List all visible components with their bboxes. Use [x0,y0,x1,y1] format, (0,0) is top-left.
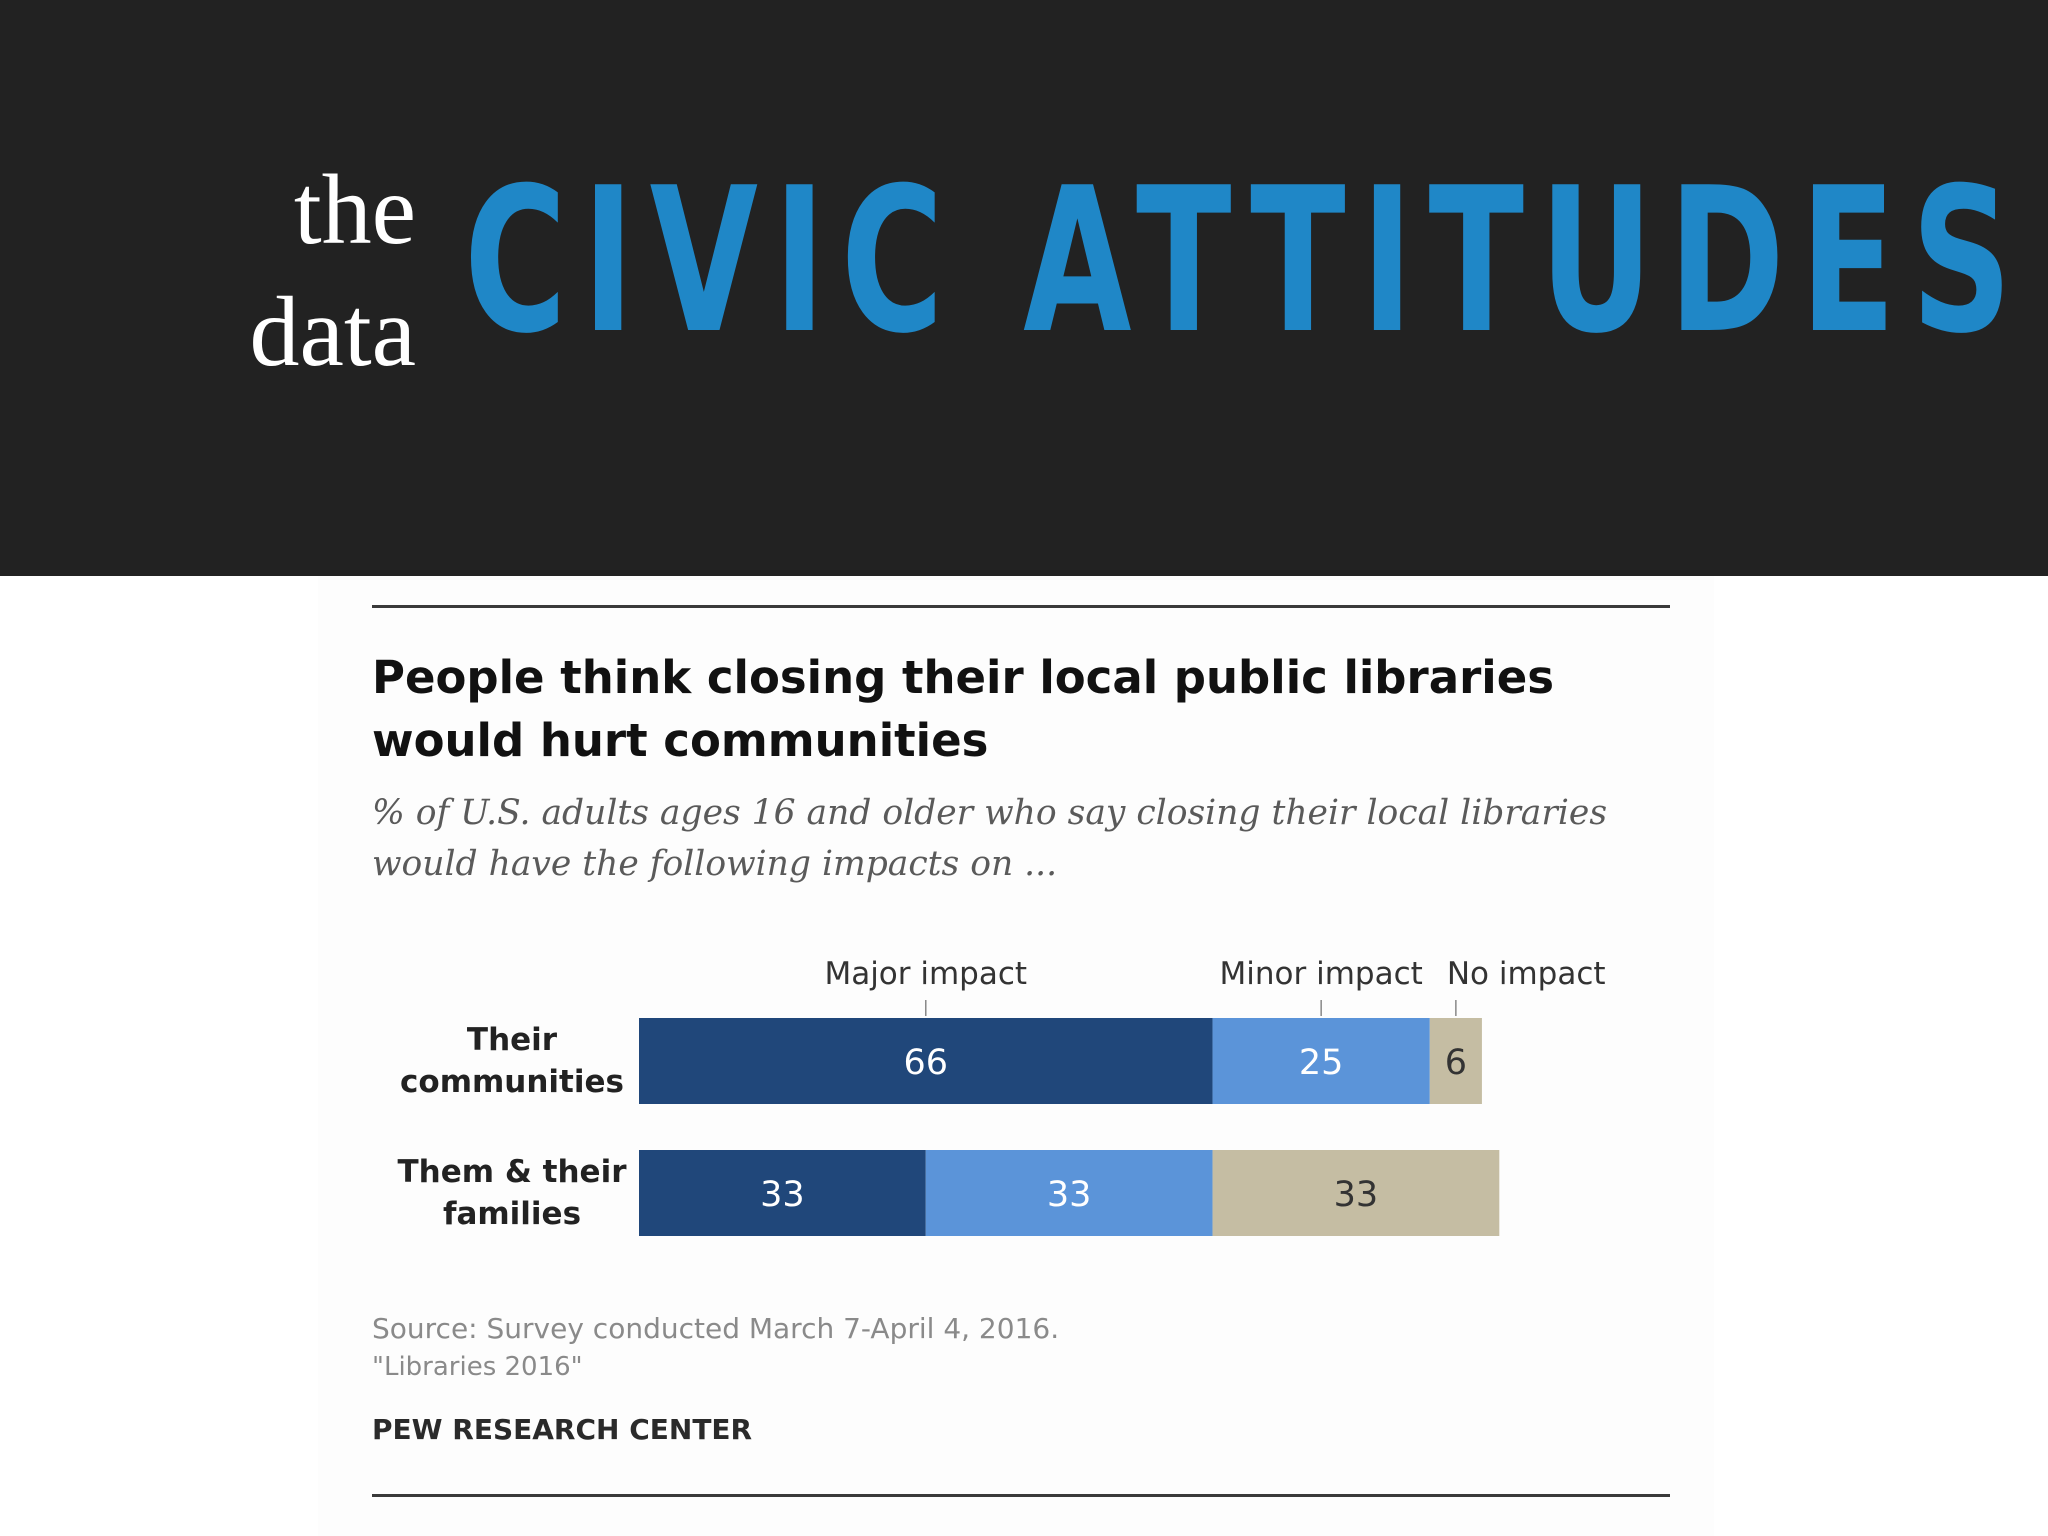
bar-them-their-families-minor-impact [925,1150,1213,1236]
value-label-them-their-families-no-impact: 33 [1334,1175,1379,1215]
kicker-data: data [249,276,416,387]
value-label-them-their-families-major-impact: 33 [760,1175,805,1215]
category-label-their-communities: Their communities [400,1022,624,1100]
legend-label-no-impact: No impact [1447,956,1606,992]
chart-subtitle: % of U.S. adults ages 16 and older who s… [372,793,1608,884]
category-label-them-their-families: Them & their families [398,1154,628,1232]
bar-their-communities-major-impact [639,1018,1213,1104]
chart-title: People think closing their local public … [372,651,1554,767]
report-name: "Libraries 2016" [372,1352,583,1382]
bar-them-their-families-no-impact [1212,1150,1500,1236]
bar-their-communities-minor-impact [1212,1018,1430,1104]
bar-them-their-families-major-impact [639,1150,926,1236]
bar-their-communities-no-impact [1429,1018,1482,1104]
value-label-them-their-families-minor-impact: 33 [1047,1175,1092,1215]
top-rule [372,605,1670,608]
bottom-rule [372,1494,1670,1497]
source-note: Source: Survey conducted March 7-April 4… [372,1312,1060,1345]
value-label-their-communities-no-impact: 6 [1445,1043,1467,1083]
legend-label-major-impact: Major impact [824,956,1027,992]
legend-label-minor-impact: Minor impact [1220,956,1423,992]
header-banner: the data CIVIC ATTITUDES [0,0,2048,576]
publisher-name: PEW RESEARCH CENTER [372,1413,753,1446]
kicker-the: the [293,154,416,265]
value-label-their-communities-minor-impact: 25 [1299,1043,1344,1083]
value-label-their-communities-major-impact: 66 [903,1043,948,1083]
